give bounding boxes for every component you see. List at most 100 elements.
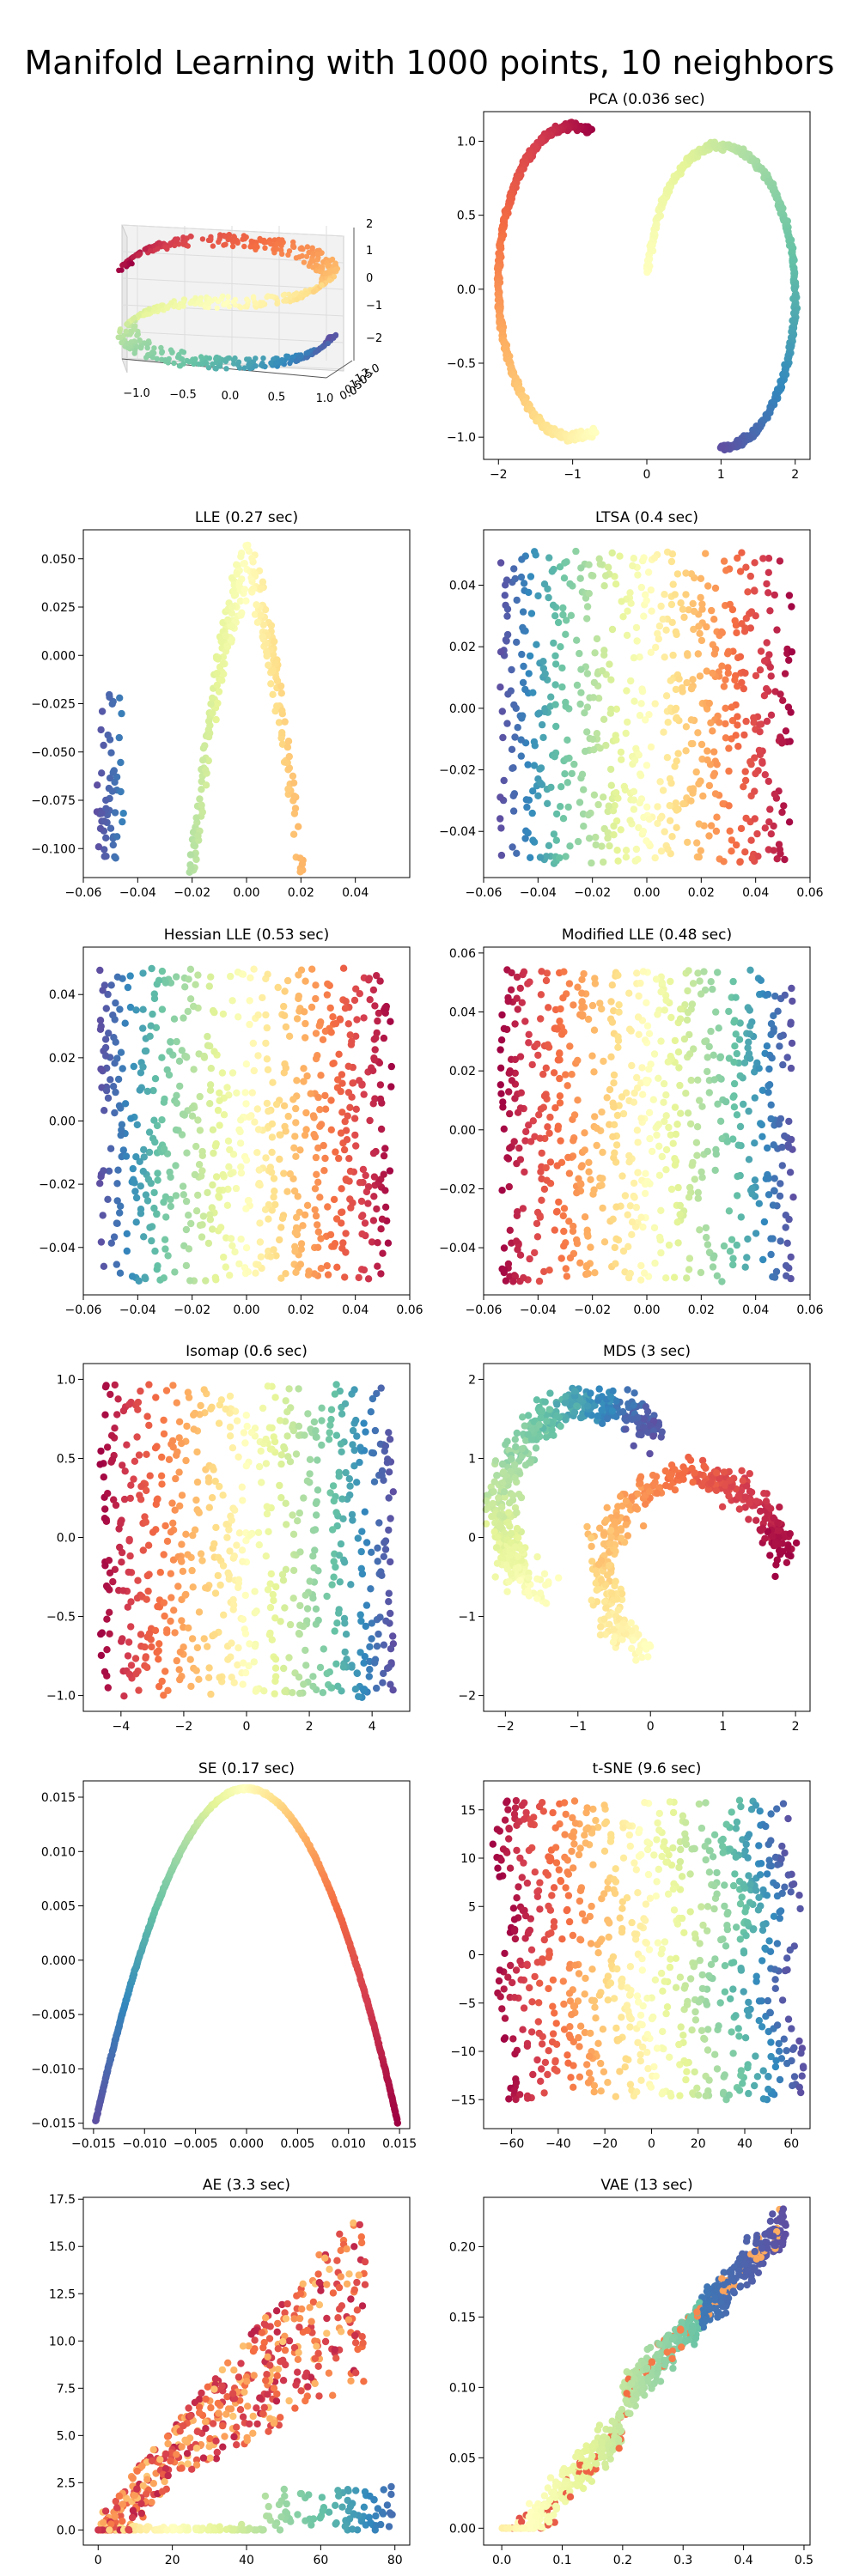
- data-point: [254, 1126, 263, 1133]
- data-point: [730, 1018, 738, 1026]
- data-point: [314, 1228, 322, 1236]
- data-point: [271, 1614, 279, 1622]
- data-point: [590, 1068, 598, 1076]
- data-point: [267, 1570, 275, 1578]
- data-point: [277, 690, 285, 697]
- data-point: [753, 829, 761, 838]
- data-point: [317, 1072, 325, 1079]
- data-point: [751, 1139, 758, 1147]
- data-point: [158, 1453, 166, 1461]
- data-point: [242, 1060, 251, 1068]
- data-point: [687, 716, 695, 724]
- data-point: [374, 1558, 381, 1565]
- data-point: [146, 1032, 154, 1041]
- data-point: [145, 1421, 153, 1430]
- data-point: [722, 1097, 730, 1106]
- data-point: [192, 981, 199, 988]
- data-point: [697, 574, 705, 582]
- data-point: [329, 1482, 338, 1490]
- data-point: [556, 854, 564, 862]
- data-point: [198, 808, 206, 816]
- data-point: [302, 1126, 310, 1133]
- data-point: [199, 1212, 208, 1220]
- data-point: [517, 736, 525, 744]
- data-point: [609, 1133, 617, 1141]
- data-point: [358, 1230, 366, 1238]
- data-point: [303, 290, 309, 296]
- data-point: [748, 854, 756, 862]
- data-point: [781, 1132, 789, 1140]
- data-point: [109, 769, 117, 776]
- data-point: [380, 1552, 387, 1561]
- y-tick-label: 0.00: [49, 1115, 76, 1129]
- data-point: [645, 1109, 654, 1117]
- data-point: [216, 1224, 225, 1231]
- data-point: [212, 715, 220, 724]
- data-point: [125, 1670, 134, 1679]
- data-point: [737, 824, 746, 833]
- data-point: [281, 987, 289, 995]
- data-point: [561, 559, 569, 567]
- data-point: [233, 1541, 241, 1549]
- data-point: [766, 607, 774, 615]
- data-point: [699, 792, 707, 800]
- data-point: [161, 1236, 169, 1243]
- data-point: [660, 728, 667, 736]
- data-point: [137, 1631, 145, 1638]
- data-point: [303, 1477, 312, 1485]
- data-point: [333, 1619, 341, 1627]
- data-point: [615, 1001, 623, 1009]
- data-point: [213, 681, 221, 690]
- data-point: [149, 354, 156, 361]
- data-point: [274, 301, 280, 307]
- data-point: [671, 591, 679, 598]
- data-point: [223, 366, 229, 372]
- data-point: [217, 232, 223, 238]
- data-point: [283, 744, 292, 751]
- data-point: [179, 1567, 187, 1576]
- data-point: [573, 1189, 581, 1197]
- data-point: [619, 1109, 628, 1118]
- data-point: [253, 618, 262, 626]
- data-point: [291, 1229, 299, 1236]
- data-point: [225, 1163, 233, 1171]
- data-point: [253, 363, 259, 369]
- data-point: [497, 1064, 505, 1072]
- data-point: [151, 1075, 160, 1083]
- data-point: [685, 1050, 694, 1058]
- data-point: [734, 713, 741, 720]
- data-point: [662, 996, 670, 1005]
- data-point: [704, 1054, 711, 1061]
- y-tick-label: 0.0: [457, 283, 476, 297]
- data-point: [661, 1006, 668, 1014]
- data-point: [113, 1197, 121, 1205]
- grid-line: [121, 331, 344, 343]
- data-point: [292, 1450, 301, 1458]
- data-point: [683, 1274, 691, 1282]
- data-point: [96, 966, 104, 975]
- data-point: [344, 1062, 352, 1071]
- data-point: [692, 1139, 701, 1146]
- data-point: [242, 1462, 250, 1470]
- data-point: [229, 243, 236, 250]
- data-point: [677, 1005, 685, 1013]
- data-point: [593, 1141, 600, 1150]
- data-point: [374, 1262, 381, 1270]
- data-point: [330, 1573, 338, 1581]
- data-point: [537, 764, 545, 772]
- data-point: [521, 685, 529, 694]
- data-point: [518, 650, 526, 659]
- data-point: [525, 1039, 533, 1047]
- data-point: [718, 1278, 726, 1285]
- data-point: [246, 361, 252, 368]
- data-point: [249, 1039, 257, 1048]
- data-point: [715, 1024, 722, 1032]
- data-point: [758, 757, 766, 766]
- data-point: [516, 1156, 525, 1163]
- data-point: [632, 1203, 641, 1212]
- data-point: [573, 681, 582, 690]
- data-point: [284, 785, 292, 793]
- data-point: [712, 827, 721, 835]
- data-point: [783, 1239, 791, 1248]
